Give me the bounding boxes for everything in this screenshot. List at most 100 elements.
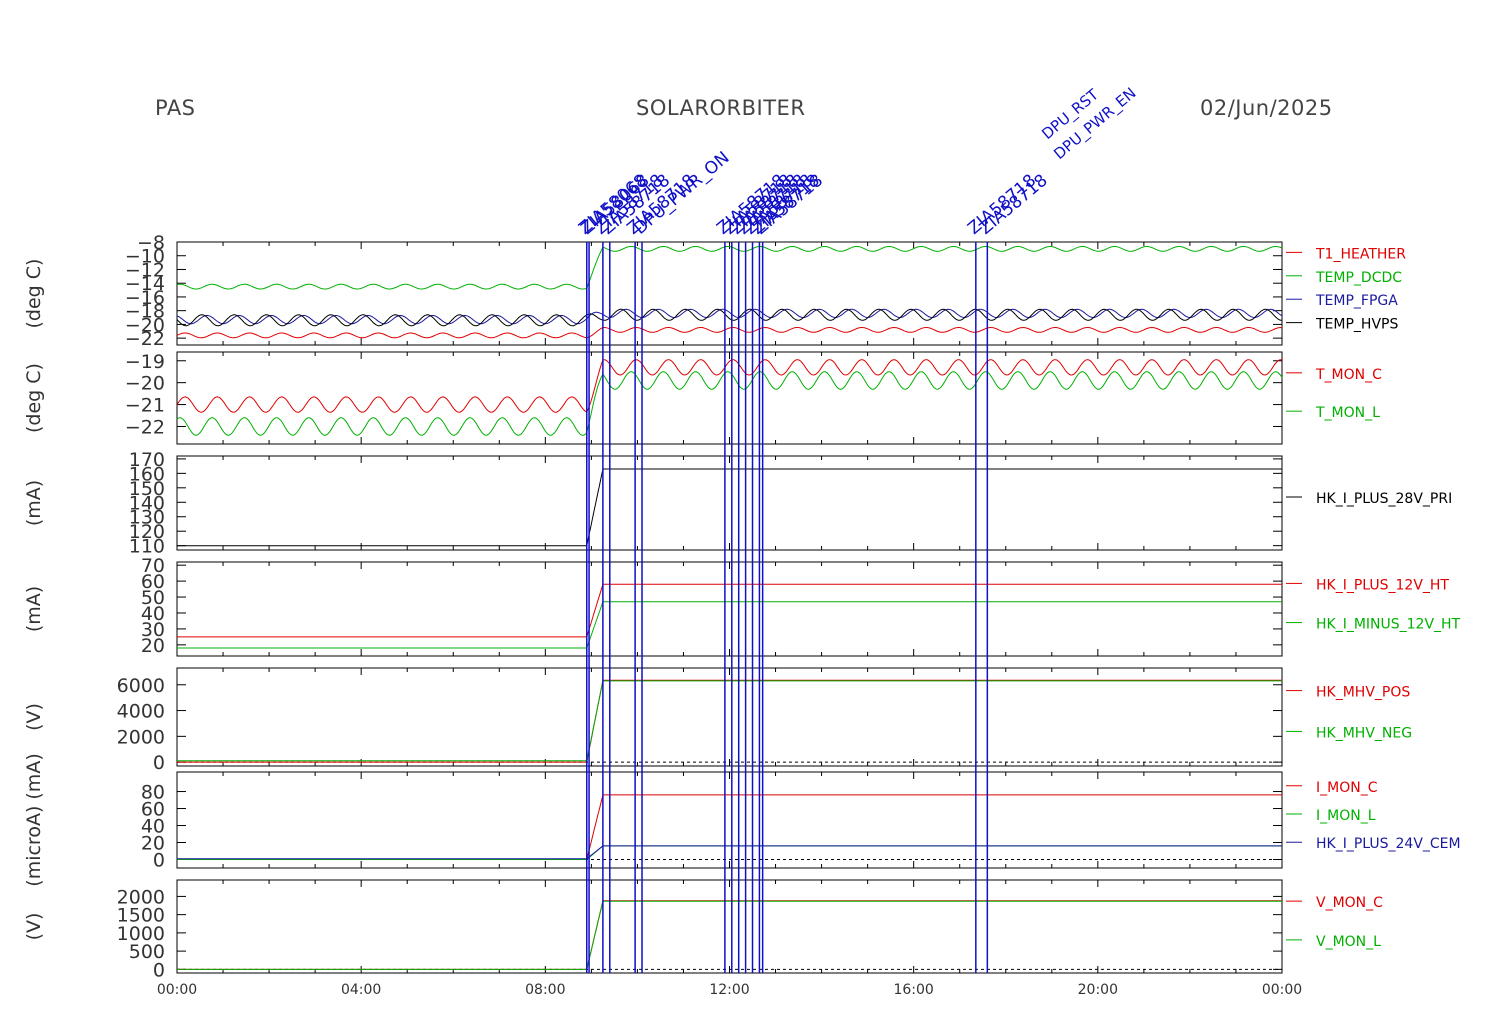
series-line	[177, 900, 1282, 970]
series-line	[176, 246, 1283, 290]
y-tick-label: 4000	[117, 701, 165, 723]
y-tick-label: 2000	[117, 726, 165, 748]
panel-frame	[176, 771, 1283, 869]
y-tick-label: −16	[125, 287, 165, 309]
panel-2: −19−20−21−22 (deg C) T_MON_C T_MON_L	[23, 351, 1382, 445]
legend-label: TEMP_FPGA	[1315, 293, 1398, 309]
legend-label: V_MON_C	[1316, 895, 1383, 911]
y-axis-label: (deg C)	[23, 259, 45, 329]
series-line	[177, 900, 1282, 970]
x-tick-label: 20:00	[1078, 982, 1118, 998]
x-tick-label: 08:00	[525, 982, 565, 998]
y-tick-label: 0	[153, 959, 165, 981]
legend-label: HK_I_PLUS_24V_CEM	[1316, 836, 1461, 852]
series-line	[176, 359, 1283, 413]
y-tick-label: 70	[141, 555, 165, 577]
series-line	[177, 845, 1282, 860]
y-axis-label: (V)	[23, 703, 45, 731]
legend-label: HK_I_PLUS_12V_HT	[1316, 577, 1449, 593]
y-tick-label: 110	[129, 536, 165, 558]
y-tick-label: 40	[141, 603, 165, 625]
legend-label: T1_HEATHER	[1315, 246, 1406, 262]
date-label: 02/Jun/2025	[1200, 96, 1333, 120]
y-tick-label: −22	[125, 416, 165, 438]
y-tick-label: 60	[141, 571, 165, 593]
y-axis-label: (V)	[23, 913, 45, 941]
y-tick-label: 120	[129, 521, 165, 543]
y-tick-label: −18	[125, 301, 165, 323]
legend-label: HK_MHV_NEG	[1316, 725, 1412, 741]
y-tick-label: 30	[141, 619, 165, 641]
x-tick-label: 12:00	[709, 982, 749, 998]
y-tick-label: −22	[125, 328, 165, 350]
y-tick-label: 130	[129, 507, 165, 529]
series-line	[177, 583, 1282, 638]
legend-label: V_MON_L	[1316, 934, 1381, 950]
panel-1: −8−10−12−14−16−18−20−22 (deg C) T1_HEATHER…	[23, 232, 1406, 350]
y-tick-label: 1000	[117, 923, 165, 945]
y-tick-label: 170	[129, 449, 165, 471]
series-line	[177, 679, 1282, 763]
y-tick-label: 0	[153, 752, 165, 774]
panel-frame	[176, 561, 1283, 657]
x-tick-label: 00:00	[157, 982, 197, 998]
series-line	[177, 845, 1282, 860]
y-tick-label: −14	[125, 273, 165, 295]
legend-label: T_MON_L	[1315, 405, 1380, 421]
panel-frame	[176, 455, 1283, 551]
panel-5: 6000 4000 2000 0 (V) HK_MHV_POS HK_MHV_NEG	[23, 667, 1412, 774]
y-tick-label: −12	[125, 259, 165, 281]
y-tick-label: 0	[153, 850, 165, 872]
y-tick-label: 20	[141, 833, 165, 855]
x-tick-label: 00:00	[1262, 982, 1302, 998]
y-tick-label: −21	[125, 395, 165, 417]
y-tick-label: 140	[129, 492, 165, 514]
series-line	[176, 308, 1283, 327]
series-line	[176, 326, 1283, 339]
legend-label: I_MON_C	[1316, 780, 1378, 796]
y-tick-label: −19	[125, 351, 165, 373]
y-tick-label: 500	[129, 941, 165, 963]
mission-title: SOLARORBITER	[636, 96, 806, 120]
legend-label: TEMP_HVPS	[1315, 317, 1398, 333]
y-tick-label: −8	[137, 232, 165, 254]
instrument-title: PAS	[155, 96, 196, 120]
y-tick-label: 20	[141, 635, 165, 657]
y-tick-label: 2000	[117, 886, 165, 908]
y-tick-label: 1500	[117, 905, 165, 927]
legend-label: HK_I_PLUS_28V_PRI	[1316, 491, 1452, 507]
y-tick-label: 40	[141, 816, 165, 838]
y-tick-label: 60	[141, 799, 165, 821]
y-tick-label: −10	[125, 246, 165, 268]
y-axis-label: (mA)	[23, 586, 45, 632]
legend-label: TEMP_DCDC	[1315, 270, 1402, 286]
y-tick-label: 150	[129, 478, 165, 500]
x-tick-label: 04:00	[341, 982, 381, 998]
y-axis-label: (mA)	[23, 480, 45, 526]
y-tick-label: 6000	[117, 675, 165, 697]
series-line	[176, 308, 1283, 325]
panel-frame	[176, 879, 1283, 974]
series-line	[176, 371, 1283, 436]
y-tick-label: −20	[125, 314, 165, 336]
y-tick-label: 80	[141, 782, 165, 804]
legend-label: HK_I_MINUS_12V_HT	[1316, 617, 1461, 633]
series-line	[177, 794, 1282, 860]
y-axis-label: (deg C)	[23, 363, 45, 433]
y-tick-label: 160	[129, 463, 165, 485]
y-axis-label: (microA) (mA)	[23, 753, 45, 886]
panel-frame	[176, 667, 1283, 767]
series-line	[177, 680, 1282, 762]
panel-frame	[176, 241, 1283, 346]
legend-label: HK_MHV_POS	[1316, 685, 1410, 701]
series-line	[177, 601, 1282, 649]
y-tick-label: 50	[141, 587, 165, 609]
series-line	[177, 468, 1282, 547]
y-tick-label: −20	[125, 373, 165, 395]
legend-label: I_MON_L	[1316, 808, 1376, 824]
